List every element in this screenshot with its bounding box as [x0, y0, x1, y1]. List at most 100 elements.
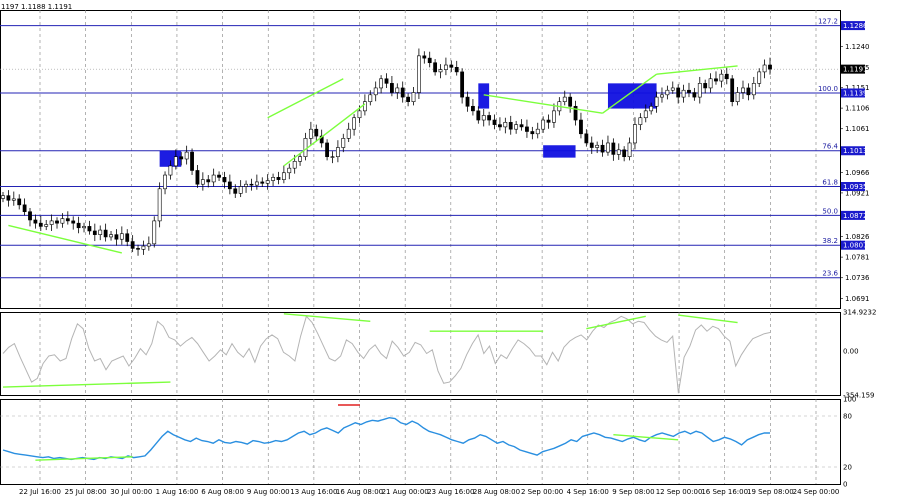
rsi-tick-label: 100 — [843, 396, 856, 404]
candle-body — [1, 195, 5, 199]
time-tick-label: 12 Sep 00:00 — [656, 488, 703, 496]
candle-body — [222, 177, 227, 183]
fib-level-label: 76.4 — [822, 143, 838, 151]
fib-price-tag-text: 1.1013 — [843, 147, 868, 155]
candle-body — [649, 105, 654, 112]
candle-body — [265, 180, 270, 184]
time-tick-label: 6 Aug 08:00 — [201, 488, 244, 496]
candle-body — [687, 89, 691, 93]
candle-body — [119, 233, 124, 240]
candle-body — [335, 147, 340, 158]
candle-body — [660, 94, 664, 98]
candle-body — [643, 110, 648, 119]
candle-body — [627, 142, 632, 158]
supply-demand-zone — [607, 83, 657, 109]
cci-tick-label: -354.159 — [843, 392, 874, 400]
candle-body — [82, 226, 86, 229]
candle-body — [22, 204, 27, 213]
trendline — [483, 94, 603, 114]
candle-body — [17, 198, 22, 206]
candle-body — [562, 96, 567, 102]
candle-body — [508, 122, 513, 130]
cci-tick-label: 314.9232 — [843, 309, 876, 317]
trendline — [8, 224, 122, 254]
candle-body — [427, 57, 432, 64]
candle-body — [303, 138, 308, 158]
trendline — [283, 103, 366, 167]
candle-body — [481, 115, 486, 121]
candle-body — [379, 78, 383, 89]
fib-price-tag — [841, 88, 865, 98]
cci-divergence-line — [678, 314, 738, 324]
candle-body — [271, 177, 275, 181]
candle-body — [141, 245, 146, 250]
candle-body — [60, 218, 65, 224]
candle-body — [546, 119, 551, 123]
candle-body — [719, 73, 724, 82]
candle-body — [708, 78, 713, 89]
candle-body — [422, 55, 427, 59]
candle-body — [44, 224, 49, 227]
cci-divergence-line — [586, 315, 646, 330]
candle-body — [227, 181, 232, 190]
candle-body — [87, 226, 92, 232]
time-tick-label: 2 Sep 00:00 — [521, 488, 563, 496]
candle-body — [346, 128, 351, 139]
candle-body — [595, 144, 600, 148]
candle-body — [260, 181, 265, 184]
candle-body — [714, 78, 718, 82]
candle-body — [444, 64, 448, 70]
price-tick-label: 1.1106 — [845, 105, 870, 113]
candle-body — [179, 156, 184, 160]
current-price-tag-text: 1.1191 — [843, 66, 868, 74]
fib-price-tag-text: 1.1286 — [843, 22, 868, 30]
candle-body — [373, 87, 378, 96]
time-tick-label: 24 Sep 00:00 — [793, 488, 840, 496]
rsi-tick-label: 0 — [843, 481, 847, 489]
candle-body — [114, 234, 119, 240]
candle-body — [357, 110, 362, 119]
candle-body — [514, 124, 519, 130]
candle-body — [109, 234, 113, 238]
candle-body — [552, 110, 556, 123]
candle-body — [465, 96, 470, 107]
cci-divergence-line — [2, 381, 171, 388]
candle-body — [98, 229, 103, 235]
candle-body — [406, 96, 411, 102]
fib-level-label: 61.8 — [822, 179, 838, 187]
time-tick-label: 30 Jul 00:00 — [110, 488, 152, 496]
fib-level-label: 23.6 — [822, 270, 838, 278]
supply-demand-zone — [478, 83, 490, 109]
candle-body — [438, 69, 443, 73]
candle-body — [368, 94, 373, 102]
candle-body — [146, 243, 151, 247]
fib-price-tag — [841, 210, 865, 220]
candle-body — [390, 83, 394, 93]
candle-body — [341, 138, 346, 148]
candle-body — [606, 142, 610, 153]
candle-body — [395, 87, 400, 93]
candle-body — [724, 73, 729, 80]
time-tick-label: 23 Aug 16:00 — [427, 488, 474, 496]
fib-level-label: 38.2 — [822, 237, 838, 245]
time-tick-label: 13 Aug 16:00 — [290, 488, 337, 496]
candle-body — [654, 96, 659, 107]
candle-body — [492, 119, 497, 125]
candle-body — [195, 170, 200, 185]
candle-body — [130, 241, 135, 249]
fib-price-tag — [841, 182, 865, 192]
fib-price-tag — [841, 21, 865, 31]
fib-price-tag-text: 1.0935 — [843, 183, 868, 191]
candle-body — [125, 233, 130, 242]
candle-body — [362, 101, 367, 112]
time-tick-label: 21 Aug 00:00 — [382, 488, 429, 496]
candle-body — [579, 119, 583, 135]
candle-body — [314, 128, 319, 137]
trendline — [602, 73, 657, 114]
fib-level-label: 50.0 — [822, 207, 838, 215]
time-tick-label: 19 Sep 08:00 — [747, 488, 794, 496]
candle-body — [433, 62, 438, 73]
candle-body — [735, 92, 740, 102]
